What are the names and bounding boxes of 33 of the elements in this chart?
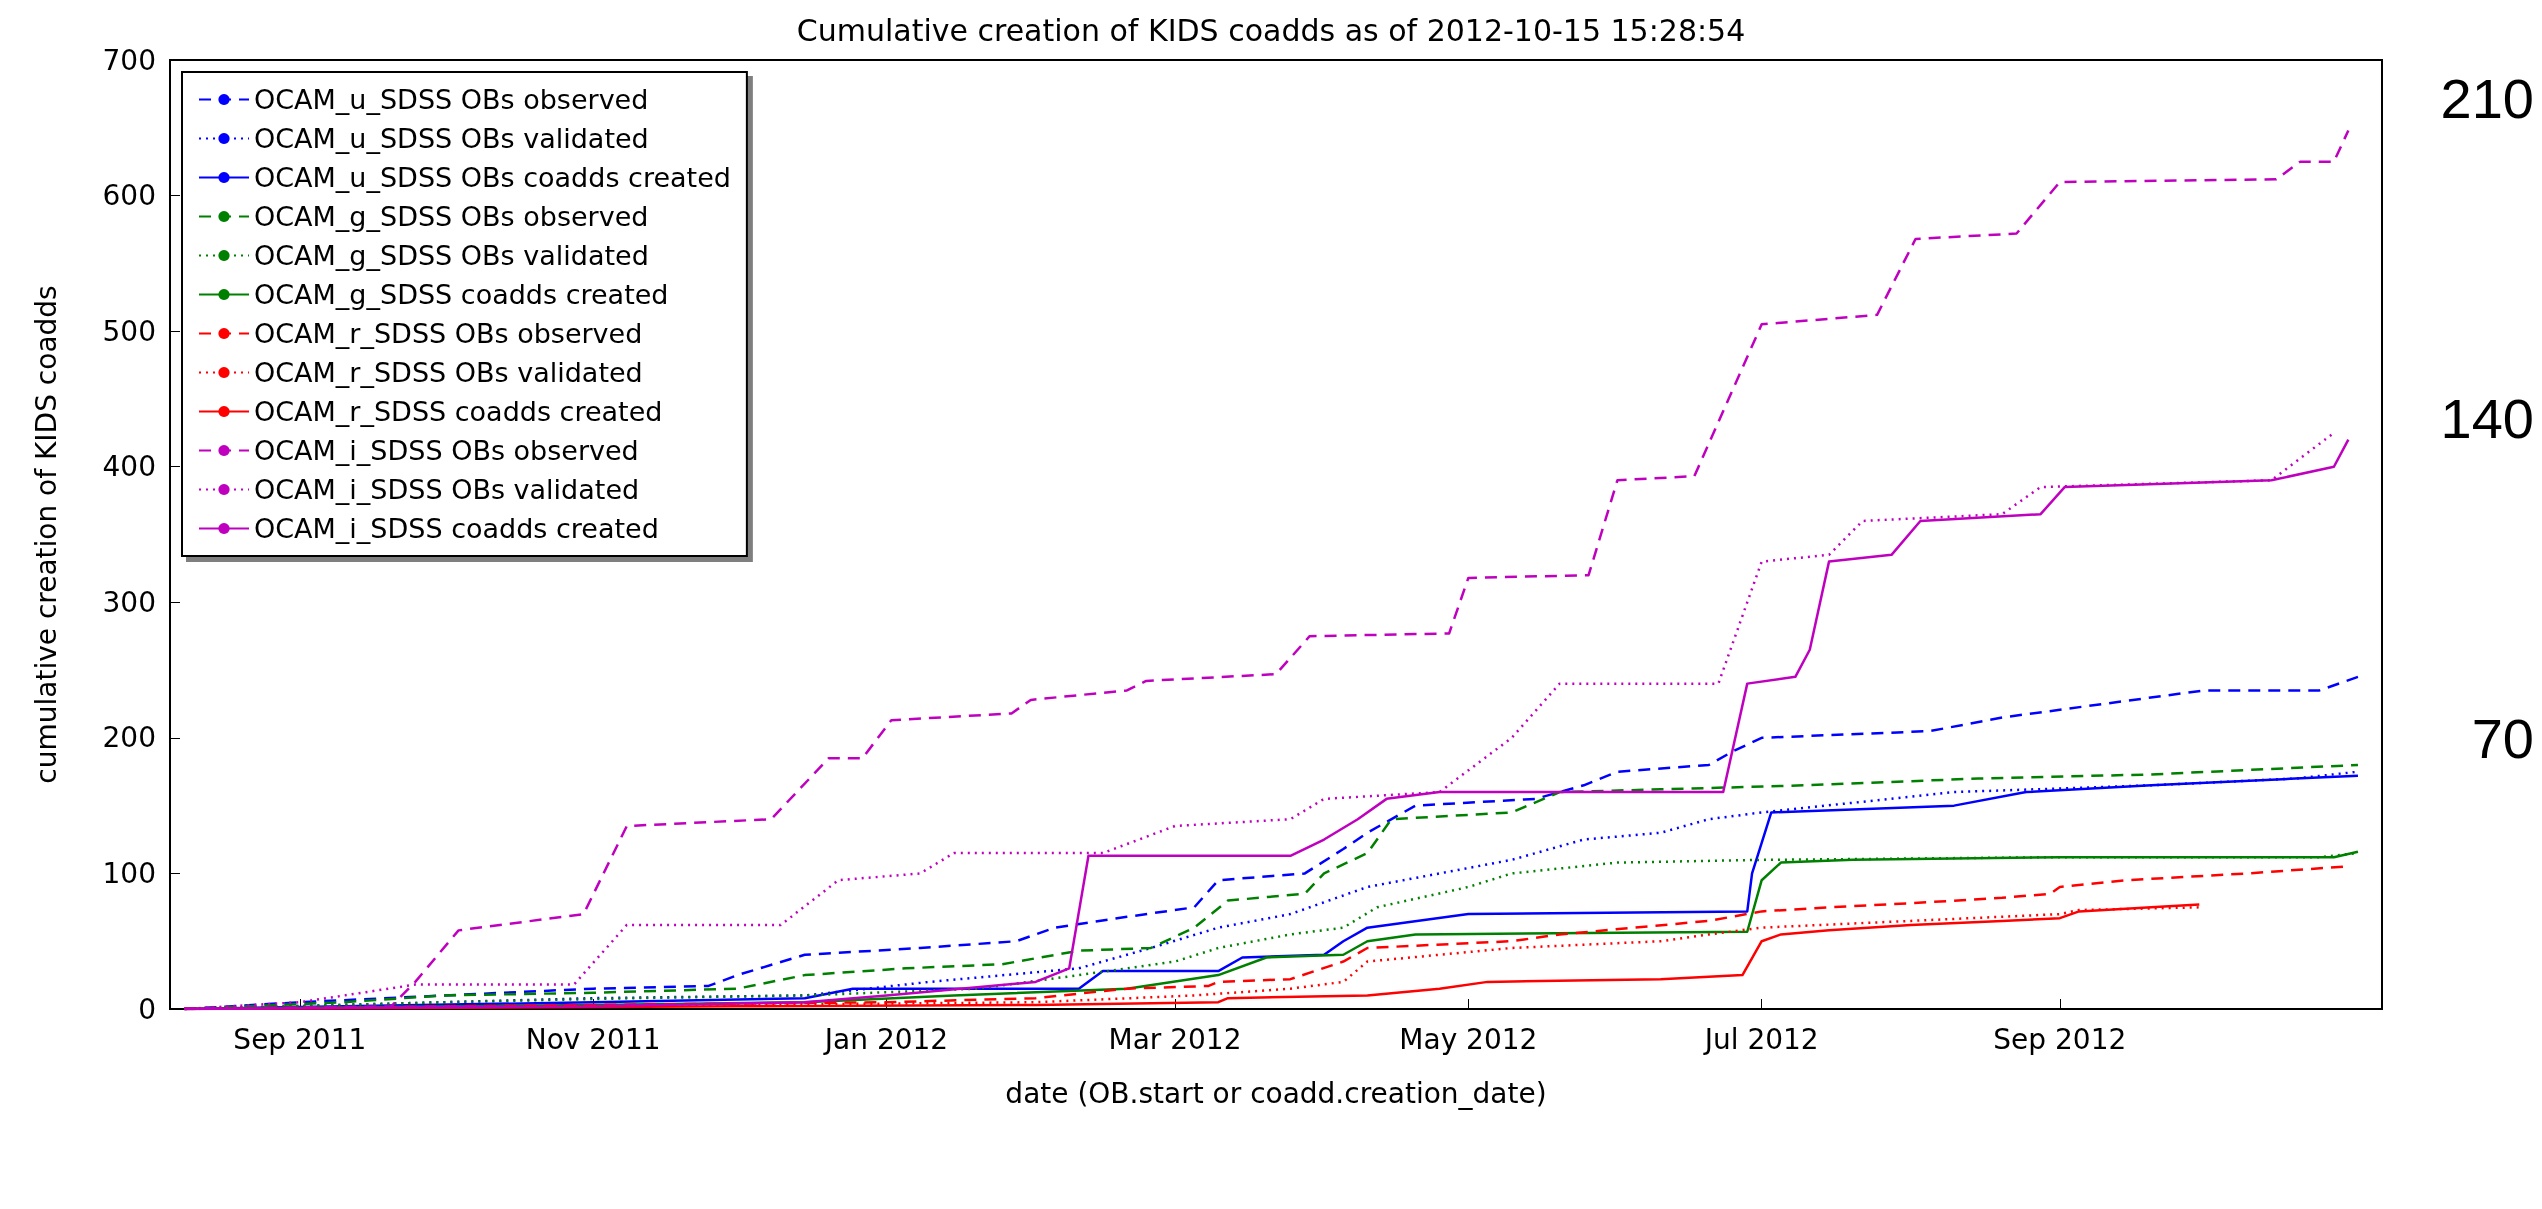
legend-label: OCAM_i_SDSS OBs observed [254,435,639,466]
legend-label: OCAM_r_SDSS OBs observed [254,318,643,349]
legend-label: OCAM_r_SDSS coadds created [254,396,663,427]
legend-label: OCAM_i_SDSS coadds created [254,513,659,544]
text: 210 [2440,66,2534,130]
y-tick-label: 600 [102,179,156,213]
y-tick-label: 500 [102,314,156,348]
y-tick-label: 400 [102,450,156,484]
text: 70 [2471,706,2535,770]
x-tick-label: May 2012 [1399,1022,1538,1056]
y-tick-label: 300 [102,585,156,619]
legend-label: OCAM_g_SDSS coadds created [254,279,669,310]
legend-label: OCAM_u_SDSS OBs validated [254,123,649,154]
y-tick-label: 100 [102,856,156,890]
x-tick-label: Mar 2012 [1108,1022,1242,1056]
y-tick-label: 0 [138,992,156,1026]
legend-label: OCAM_r_SDSS OBs validated [254,357,643,388]
chart-title: Cumulative creation of KIDS coadds as of 2012-10-15 15:28:54 [796,12,1746,48]
x-axis-title: date (OB.start or coadd.creation_date) [1005,1076,1547,1110]
legend-label: OCAM_u_SDSS OBs observed [254,84,649,115]
x-tick-label: Nov 2011 [525,1022,661,1056]
y-tick-label: 200 [102,721,156,755]
legend-label: OCAM_g_SDSS OBs observed [254,201,649,232]
text: 140 [2440,386,2534,450]
y-axis-title: cumulative creation of KIDS coadds [29,285,63,784]
legend-label: OCAM_u_SDSS OBs coadds created [254,162,731,193]
legend-label: OCAM_g_SDSS OBs validated [254,240,649,271]
x-tick-label: Jul 2012 [1702,1022,1819,1056]
legend-label: OCAM_i_SDSS OBs validated [254,474,640,505]
x-tick-label: Sep 2011 [233,1022,367,1056]
y-tick-label: 700 [102,43,156,77]
x-tick-label: Jan 2012 [822,1022,949,1056]
x-tick-label: Sep 2012 [1993,1022,2127,1056]
